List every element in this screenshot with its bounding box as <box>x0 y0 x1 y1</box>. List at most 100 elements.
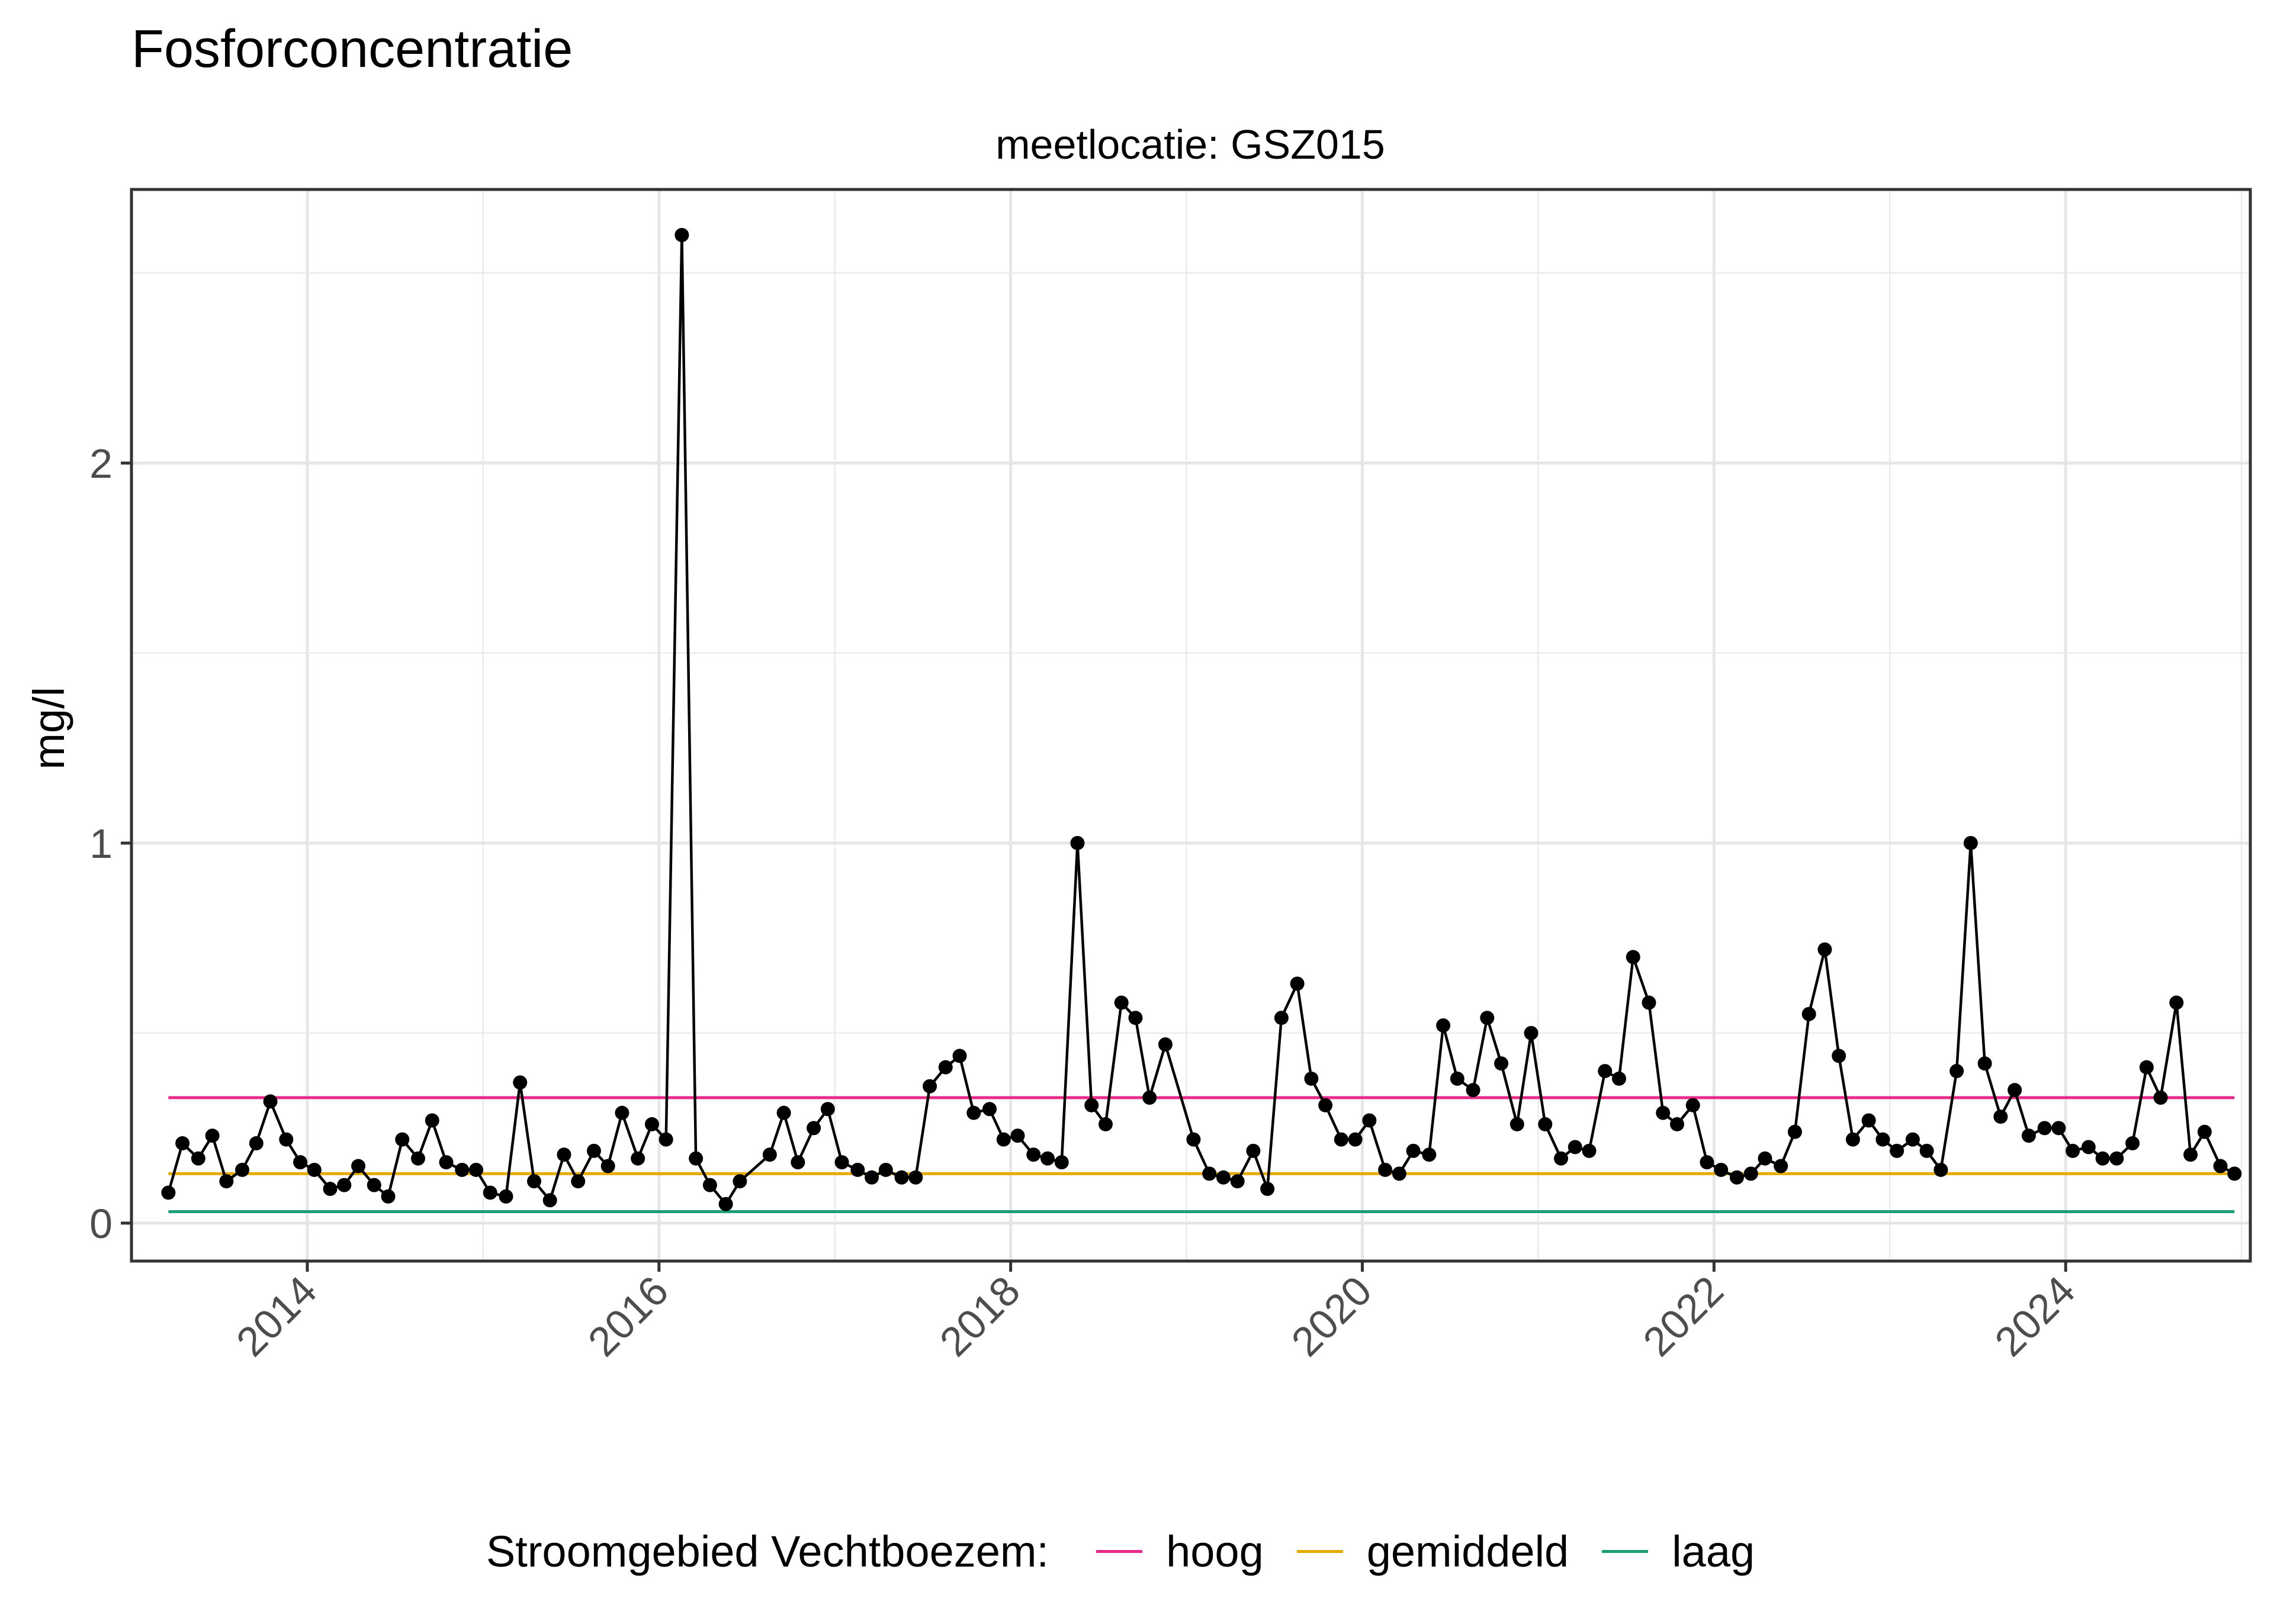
data-point <box>468 1162 483 1177</box>
data-point <box>938 1060 953 1075</box>
data-point <box>1436 1018 1451 1033</box>
data-point <box>982 1102 997 1117</box>
data-point <box>1158 1037 1173 1052</box>
data-point <box>2183 1147 2198 1162</box>
data-point <box>425 1113 439 1128</box>
data-point <box>1598 1064 1613 1079</box>
data-point <box>2125 1136 2140 1151</box>
data-point <box>351 1159 366 1173</box>
data-point <box>1685 1098 1700 1112</box>
reference-lines <box>168 1096 2235 1214</box>
data-point <box>1274 1011 1289 1025</box>
data-point <box>542 1193 557 1208</box>
data-point <box>908 1170 923 1185</box>
major-gridlines <box>131 189 2250 1261</box>
data-point <box>791 1155 805 1170</box>
data-point <box>894 1170 909 1185</box>
data-point <box>1656 1105 1671 1120</box>
data-point <box>1890 1143 1904 1158</box>
data-point <box>675 228 689 243</box>
data-point <box>1919 1143 1934 1158</box>
data-point <box>1098 1117 1113 1131</box>
y-tick-label: 1 <box>89 821 113 867</box>
data-point <box>776 1105 791 1120</box>
legend-label-laag: laag <box>1672 1526 1755 1576</box>
data-point <box>762 1147 777 1162</box>
x-tick-label: 2022 <box>1634 1267 1732 1365</box>
data-point <box>2169 995 2184 1010</box>
data-point <box>2066 1143 2080 1158</box>
y-axis: 0 1 2 <box>89 440 131 1247</box>
data-point <box>1304 1071 1319 1086</box>
data-point <box>1554 1151 1569 1166</box>
data-point <box>2037 1121 2052 1136</box>
data-point <box>1933 1162 1948 1177</box>
data-point <box>702 1178 717 1192</box>
data-point <box>1626 950 1640 964</box>
x-tick-label: 2018 <box>931 1267 1029 1365</box>
legend-item-hoog: hoog <box>1096 1526 1264 1577</box>
data-point <box>1142 1091 1157 1105</box>
data-point <box>1524 1025 1539 1040</box>
data-point <box>526 1174 541 1189</box>
data-point <box>307 1162 322 1177</box>
data-point <box>1875 1132 1890 1147</box>
data-point <box>1260 1182 1275 1197</box>
data-point <box>1070 835 1085 850</box>
x-tick-label: 2016 <box>579 1267 677 1365</box>
x-axis: 2014 2016 2018 2020 2022 2024 <box>227 1261 2084 1365</box>
data-point <box>279 1132 294 1147</box>
data-point <box>1466 1083 1480 1098</box>
x-tick-label: 2014 <box>227 1267 325 1365</box>
data-point <box>439 1155 454 1170</box>
data-point <box>337 1178 352 1192</box>
data-point <box>1054 1155 1069 1170</box>
legend-title: Stroomgebied Vechtboezem: <box>486 1526 1049 1576</box>
data-point <box>175 1136 190 1151</box>
panel-border <box>130 188 2252 1263</box>
data-point <box>1905 1132 1920 1147</box>
data-point <box>1494 1056 1509 1071</box>
data-point <box>865 1170 879 1185</box>
data-point <box>1949 1064 1964 1079</box>
data-point <box>1642 995 1656 1010</box>
series-line <box>167 233 2236 1205</box>
data-point <box>1509 1117 1524 1131</box>
data-point <box>381 1189 396 1204</box>
data-point <box>631 1151 645 1166</box>
data-point <box>2081 1140 2096 1155</box>
data-point <box>191 1151 205 1166</box>
data-point <box>600 1159 615 1173</box>
data-point <box>659 1132 673 1147</box>
data-point <box>1861 1113 1876 1128</box>
data-point <box>923 1079 937 1094</box>
series-layer <box>161 228 2242 1211</box>
legend-key-laag <box>1602 1549 1649 1553</box>
data-point <box>1010 1128 1025 1143</box>
data-point <box>1290 976 1305 991</box>
data-point <box>1787 1124 1802 1139</box>
data-point <box>689 1151 704 1166</box>
data-point <box>2051 1121 2066 1136</box>
data-point <box>513 1075 528 1090</box>
data-point <box>2008 1083 2022 1098</box>
legend-item-laag: laag <box>1602 1526 1755 1577</box>
data-point <box>1538 1117 1553 1131</box>
data-point <box>1568 1140 1582 1155</box>
facet-label: meetlocatie: GSZ015 <box>995 121 1385 168</box>
data-point <box>410 1151 425 1166</box>
data-point <box>2109 1151 2124 1166</box>
data-point <box>718 1197 733 1211</box>
data-point <box>1758 1151 1772 1166</box>
data-point <box>1216 1170 1231 1185</box>
data-point <box>2139 1060 2154 1075</box>
data-point <box>1774 1159 1788 1173</box>
y-tick-label: 0 <box>89 1201 113 1247</box>
data-point <box>952 1049 967 1063</box>
data-point <box>161 1185 176 1200</box>
data-point <box>367 1178 381 1192</box>
data-point <box>1230 1174 1245 1189</box>
x-tick-label: 2020 <box>1283 1267 1380 1365</box>
data-point <box>1582 1143 1597 1158</box>
data-point <box>1040 1151 1055 1166</box>
